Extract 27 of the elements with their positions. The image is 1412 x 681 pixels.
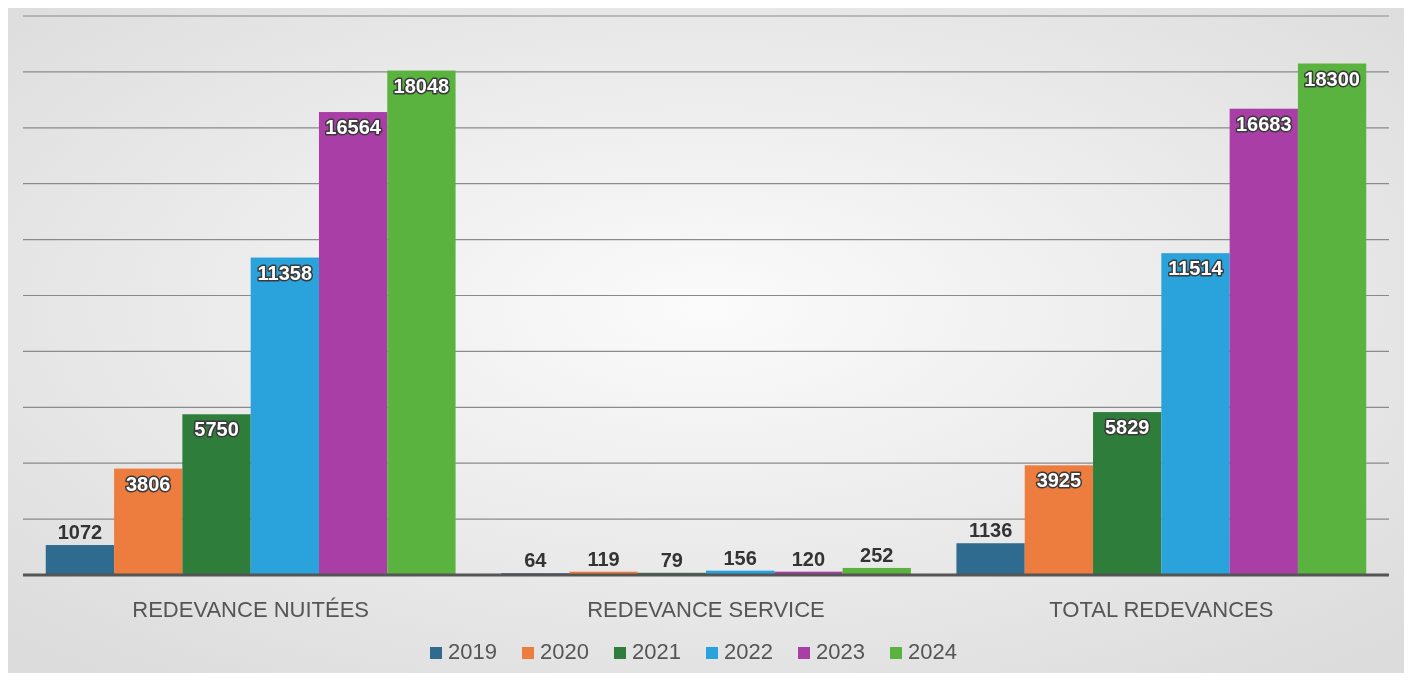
- x-tick-label: TOTAL REDEVANCES: [1049, 597, 1274, 622]
- x-tick-label: REDEVANCE SERVICE: [587, 597, 825, 622]
- data-label: 5750: [194, 418, 239, 441]
- data-label: 1136: [968, 519, 1013, 542]
- legend-label: 2019: [448, 639, 497, 664]
- data-label: 11514: [1168, 257, 1224, 280]
- data-label: 64: [524, 549, 548, 572]
- data-label: 18300: [1304, 67, 1360, 90]
- data-label: 252: [860, 543, 894, 566]
- data-label: 16683: [1235, 112, 1292, 135]
- data-label: 1072: [57, 521, 103, 544]
- legend-label: 2023: [816, 639, 865, 664]
- legend-label: 2024: [908, 639, 957, 664]
- data-label: 79: [660, 548, 683, 571]
- data-label: 16564: [325, 116, 382, 139]
- data-label: 5829: [1104, 416, 1150, 439]
- legend-label: 2022: [724, 639, 773, 664]
- data-label: 120: [791, 547, 826, 570]
- legend-label: 2020: [540, 639, 589, 664]
- data-label: 119: [587, 547, 620, 570]
- data-label: 3925: [1036, 469, 1082, 492]
- data-label: 18048: [393, 74, 450, 97]
- data-label: 156: [723, 546, 757, 569]
- data-label: 11358: [257, 261, 313, 284]
- data-label: 3806: [125, 472, 171, 495]
- legend-label: 2021: [632, 639, 681, 664]
- x-tick-label: REDEVANCE NUITÉES: [132, 597, 370, 622]
